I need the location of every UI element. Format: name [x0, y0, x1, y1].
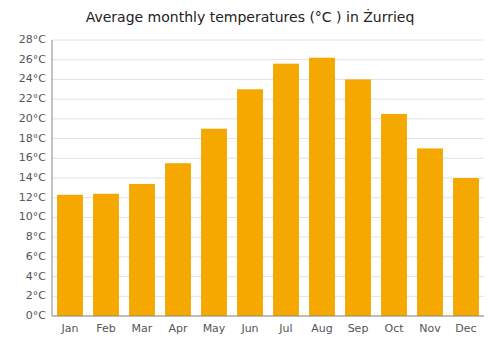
- bar: [417, 148, 443, 316]
- grid-line: [52, 316, 484, 317]
- y-tick-label: 24°C: [19, 72, 46, 85]
- x-tick-label: Mar: [132, 322, 153, 335]
- x-tick-label: Nov: [419, 322, 441, 335]
- y-tick-label: 28°C: [19, 33, 46, 46]
- y-tick-label: 12°C: [19, 191, 46, 204]
- grid-line: [52, 40, 484, 41]
- x-tick-label: Aug: [311, 322, 332, 335]
- bar: [345, 79, 371, 316]
- x-tick-label: Dec: [455, 322, 476, 335]
- y-axis-line: [52, 40, 53, 316]
- x-axis: Jan Feb Mar Apr May Jun Jul Aug Sep Oct Nov Dec: [61, 322, 477, 335]
- bar: [57, 195, 83, 316]
- bar: [381, 114, 407, 316]
- title: Average monthly temperatures (°C ) in Żu…: [86, 8, 415, 25]
- x-tick-label: Oct: [384, 322, 404, 335]
- x-tick-label: Apr: [168, 322, 188, 335]
- bar: [129, 184, 155, 316]
- y-tick-label: 6°C: [26, 250, 46, 263]
- y-tick-label: 4°C: [26, 270, 46, 283]
- y-tick-label: 8°C: [26, 230, 46, 243]
- bar: [201, 129, 227, 316]
- x-tick-label: Feb: [96, 322, 115, 335]
- grid-line: [52, 118, 484, 119]
- x-tick-label: May: [203, 322, 226, 335]
- y-tick-label: 14°C: [19, 171, 46, 184]
- y-tick-label: 18°C: [19, 132, 46, 145]
- chart: 0°C 2°C 4°C 6°C 8°C 10°C 12°C 14°C 16°C 18°C 20°C 2…: [0, 0, 500, 350]
- grid-line: [52, 79, 484, 80]
- grid-line: [52, 138, 484, 139]
- y-tick-label: 22°C: [19, 92, 46, 105]
- y-axis: 0°C 2°C 4°C 6°C 8°C 10°C 12°C 14°C 16°C 18°C 20°C 2…: [19, 33, 46, 322]
- grid-line: [52, 59, 484, 60]
- y-tick-label: 0°C: [26, 309, 46, 322]
- x-tick-label: Jun: [240, 322, 258, 335]
- grid: [52, 40, 484, 316]
- grid-line: [52, 99, 484, 100]
- y-tick-label: 10°C: [19, 210, 46, 223]
- y-tick-label: 20°C: [19, 112, 46, 125]
- bar: [93, 194, 119, 316]
- y-tick-label: 2°C: [26, 289, 46, 302]
- bar: [165, 163, 191, 316]
- x-tick-label: Sep: [348, 322, 369, 335]
- y-tick-label: 16°C: [19, 151, 46, 164]
- y-tick-label: 26°C: [19, 53, 46, 66]
- x-tick-label: Jul: [278, 322, 292, 335]
- chart-container: 0°C 2°C 4°C 6°C 8°C 10°C 12°C 14°C 16°C 18°C 20°C 2…: [0, 0, 500, 350]
- x-tick-label: Jan: [61, 322, 79, 335]
- page: {"chart_data": {"type": "bar", "title": …: [0, 0, 500, 350]
- bar: [309, 58, 335, 316]
- x-axis-line: [52, 316, 484, 317]
- bars: [57, 58, 479, 316]
- bar: [273, 64, 299, 316]
- bar: [453, 178, 479, 316]
- bar: [237, 89, 263, 316]
